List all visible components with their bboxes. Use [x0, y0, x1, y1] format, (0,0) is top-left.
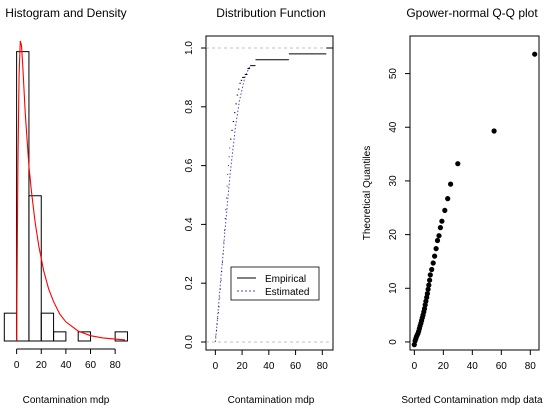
x-tick-label: 40	[467, 361, 479, 372]
qq-points	[411, 51, 538, 348]
qq-point	[455, 161, 461, 167]
legend: Empirical Estimated	[230, 266, 320, 301]
qq-point	[445, 196, 451, 202]
y-axis: 0.0 0.2 0.4 0.6 0.8 1.0	[184, 41, 207, 349]
legend-box	[230, 266, 320, 301]
chart-title: Gpower-normal Q-Q plot	[406, 6, 538, 20]
y-axis: 0 10 20 30 40 50	[388, 68, 411, 345]
qq-point	[436, 233, 442, 239]
histogram-bar	[53, 331, 67, 342]
chart-title: Distribution Function	[216, 6, 325, 20]
y-axis-label: Theoretical Quantiles	[362, 146, 373, 241]
x-axis-label: Contamination mdp	[23, 395, 110, 406]
x-tick-label: 20	[438, 361, 450, 372]
qq-point	[430, 260, 436, 266]
x-tick-label: 80	[317, 361, 329, 372]
panel-qq: Gpower-normal Q-Q plot 0 20 40 60 80 0 10 20 30…	[362, 6, 543, 406]
legend-label-empirical: Empirical	[265, 274, 306, 285]
y-tick-label: 0.6	[184, 158, 195, 172]
x-tick-label: 0	[14, 360, 20, 371]
y-tick-label: 0.2	[184, 276, 195, 290]
x-tick-label: 80	[110, 360, 122, 371]
density-curve	[16, 40, 126, 342]
estimated-line	[214, 65, 251, 343]
chart-title: Histogram and Density	[5, 6, 126, 20]
y-tick-label: 0	[388, 339, 399, 345]
qq-point	[491, 128, 497, 134]
x-tick-label: 0	[213, 361, 219, 372]
empirical-series	[215, 47, 333, 337]
y-tick-label: 0.0	[184, 335, 195, 349]
plot-frame	[409, 35, 540, 351]
qq-point	[532, 51, 538, 57]
qq-point	[433, 246, 439, 252]
y-tick-label: 0.8	[184, 99, 195, 113]
x-tick-label: 60	[290, 361, 302, 372]
y-tick-label: 20	[388, 229, 399, 241]
histogram-bar	[40, 312, 55, 342]
x-tick-label: 40	[60, 360, 72, 371]
histogram-bar	[28, 195, 42, 342]
qq-point	[424, 291, 430, 297]
x-axis: 0 20 40 60 80	[14, 348, 122, 371]
y-tick-label: 0.4	[184, 217, 195, 231]
qq-point	[429, 266, 435, 273]
x-axis-label: Contamination mdp	[228, 395, 315, 406]
panel-distribution: Distribution Function 0 20 40 60 80 0.00.20.…	[184, 6, 334, 406]
x-tick-label: 20	[237, 361, 249, 372]
y-tick-label: 30	[388, 175, 399, 187]
x-tick-label: 80	[525, 361, 537, 372]
legend-label-estimated: Estimated	[265, 287, 309, 298]
histogram-bar	[3, 312, 18, 342]
histogram-bar	[114, 331, 128, 342]
qq-point	[432, 253, 438, 259]
y-tick-label: 1.0	[184, 41, 195, 55]
plot-frame	[205, 35, 334, 351]
x-tick-label: 60	[85, 360, 97, 371]
qq-point	[426, 282, 432, 288]
histogram-bars	[3, 51, 128, 342]
x-axis: 0 20 40 60 80	[412, 349, 537, 372]
qq-point	[427, 272, 433, 278]
qq-point	[437, 225, 443, 231]
x-axis: 0 20 40 60 80	[213, 349, 329, 372]
x-tick-label: 40	[263, 361, 275, 372]
panel-histogram: Histogram and Density 0 20 40 60 80 Contamin…	[3, 6, 128, 406]
x-tick-label: 20	[36, 360, 48, 371]
x-axis-label: Sorted Contamination mdp data	[401, 395, 543, 406]
qq-point	[439, 218, 445, 224]
y-tick-label: 10	[388, 282, 399, 294]
x-tick-label: 60	[496, 361, 508, 372]
histogram-bar	[77, 331, 92, 342]
x-tick-label: 0	[412, 361, 418, 372]
y-tick-label: 50	[388, 68, 399, 80]
y-tick-label: 40	[388, 121, 399, 133]
qq-point	[442, 207, 448, 213]
qq-point	[425, 286, 431, 292]
estimated-series	[214, 65, 251, 343]
qq-point	[427, 277, 433, 283]
qq-point	[448, 181, 454, 187]
qq-point	[434, 237, 441, 244]
